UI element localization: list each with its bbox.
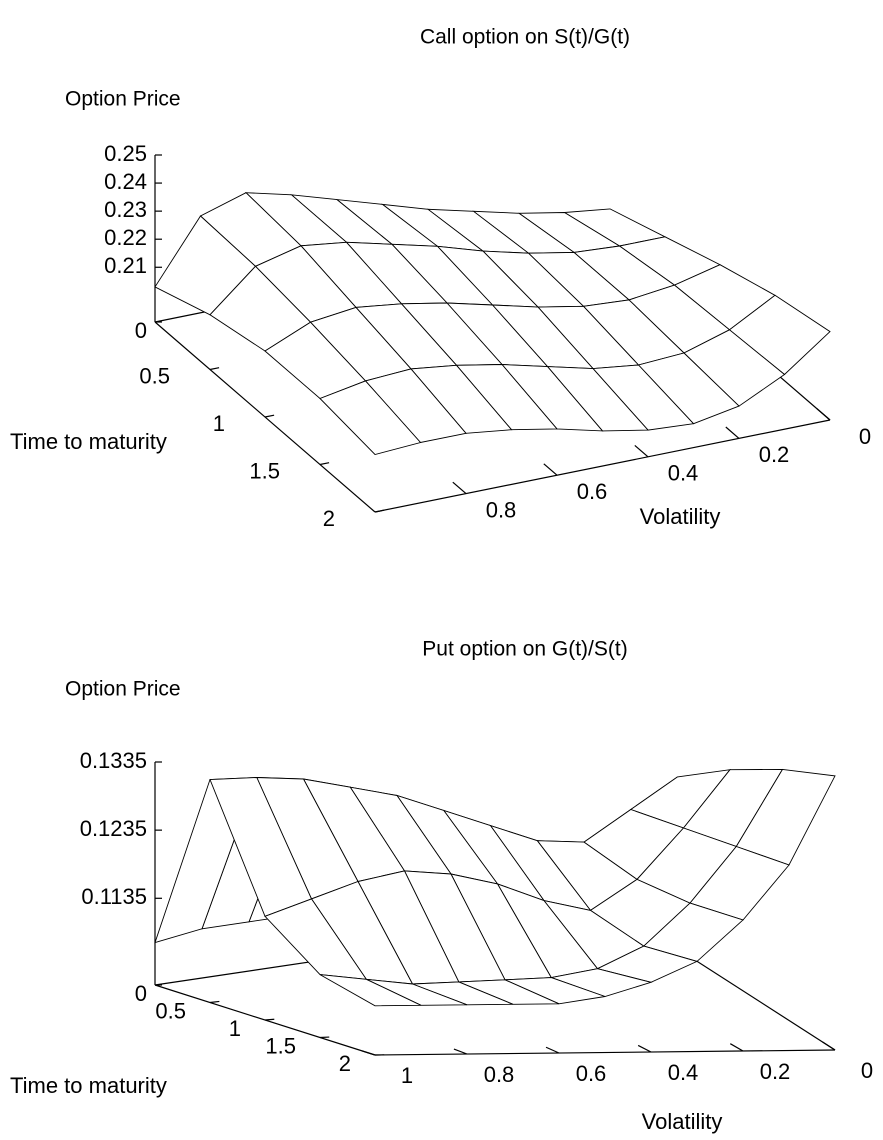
x-tick (209, 367, 220, 371)
z-tick-label: 0.25 (104, 141, 147, 166)
x-tick (319, 462, 330, 466)
z-axis-label: Option Price (65, 678, 181, 701)
y-tick (637, 1044, 652, 1053)
z-tick-label: 0.24 (104, 169, 147, 194)
x-tick-label: 2 (339, 1051, 351, 1076)
x-tick (264, 1018, 275, 1021)
x-tick (209, 1000, 220, 1004)
y-tick-label: 0.6 (577, 479, 608, 504)
x-tick-label: 1.5 (249, 458, 280, 483)
y-tick-label: 0.2 (759, 442, 790, 467)
y-tick (822, 1041, 836, 1051)
y-tick (725, 426, 740, 439)
x-tick-label: 1 (229, 1016, 241, 1041)
z-tick-label: 0.1335 (80, 748, 147, 773)
y-tick-label: 0.8 (486, 497, 517, 522)
y-tick-label: 0 (861, 1058, 873, 1083)
z-tick-label: 0.1135 (81, 884, 147, 909)
z-axis-label: Option Price (65, 88, 181, 111)
x-tick (374, 509, 385, 513)
y-tick-label: 0.8 (484, 1062, 515, 1087)
base-edge (374, 419, 831, 513)
base-edge (374, 1049, 836, 1056)
y-tick-label: 1 (401, 1063, 413, 1088)
surface-cell (319, 974, 422, 1007)
x-axis-label: Time to maturity (10, 429, 167, 454)
x-tick (264, 414, 275, 418)
z-tick-label: 0 (135, 981, 147, 1006)
x-tick-label: 0.5 (139, 363, 170, 388)
y-tick (543, 463, 558, 476)
y-tick (361, 1050, 376, 1056)
y-tick (816, 408, 831, 421)
y-tick (545, 1046, 560, 1054)
y-tick (453, 1048, 468, 1055)
z-tick-label: 0.22 (104, 225, 147, 250)
y-axis-label: Volatility (642, 1109, 723, 1134)
x-tick-label: 2 (323, 506, 335, 531)
x-tick-label: 1 (213, 411, 225, 436)
y-tick (729, 1043, 744, 1052)
y-tick-label: 0.2 (760, 1059, 791, 1084)
x-tick-label: 1.5 (265, 1033, 296, 1058)
chart-title: Put option on G(t)/S(t) (422, 638, 627, 661)
y-tick (634, 444, 649, 458)
y-axis-label: Volatility (640, 504, 721, 529)
z-tick-label: 0.21 (104, 253, 147, 278)
y-tick-label: 0.4 (668, 1060, 699, 1085)
y-tick-label: 0.6 (576, 1061, 607, 1086)
z-tick-label: 0.23 (104, 197, 147, 222)
y-tick-label: 0 (859, 424, 871, 449)
y-tick-label: 0.4 (668, 461, 699, 486)
chart-title: Call option on S(t)/G(t) (420, 26, 630, 49)
y-tick (452, 481, 467, 495)
surface-cell (319, 380, 422, 456)
z-tick-label: 0.1235 (80, 816, 147, 841)
z-tick-label: 0 (135, 318, 147, 343)
x-axis-label: Time to maturity (10, 1073, 167, 1098)
x-tick-label: 0.5 (155, 998, 186, 1023)
